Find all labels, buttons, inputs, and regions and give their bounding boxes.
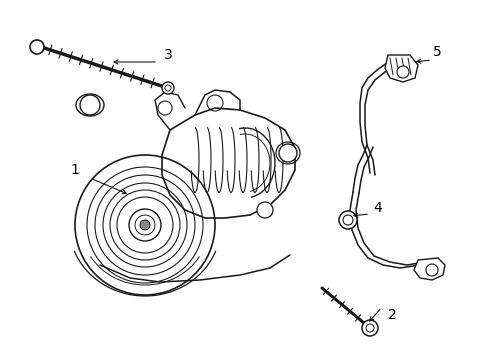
Text: 1: 1	[70, 163, 79, 177]
Circle shape	[30, 40, 44, 54]
Circle shape	[425, 264, 437, 276]
Text: 2: 2	[387, 308, 396, 322]
Circle shape	[361, 320, 377, 336]
Circle shape	[162, 82, 174, 94]
Text: 5: 5	[432, 45, 441, 59]
Circle shape	[140, 220, 150, 230]
Polygon shape	[384, 55, 417, 82]
Circle shape	[338, 211, 356, 229]
Text: 4: 4	[373, 201, 382, 215]
Circle shape	[80, 95, 100, 115]
Circle shape	[279, 144, 296, 162]
Text: 3: 3	[163, 48, 172, 62]
Circle shape	[396, 66, 408, 78]
Circle shape	[257, 202, 272, 218]
Polygon shape	[162, 108, 294, 218]
Polygon shape	[413, 258, 444, 280]
